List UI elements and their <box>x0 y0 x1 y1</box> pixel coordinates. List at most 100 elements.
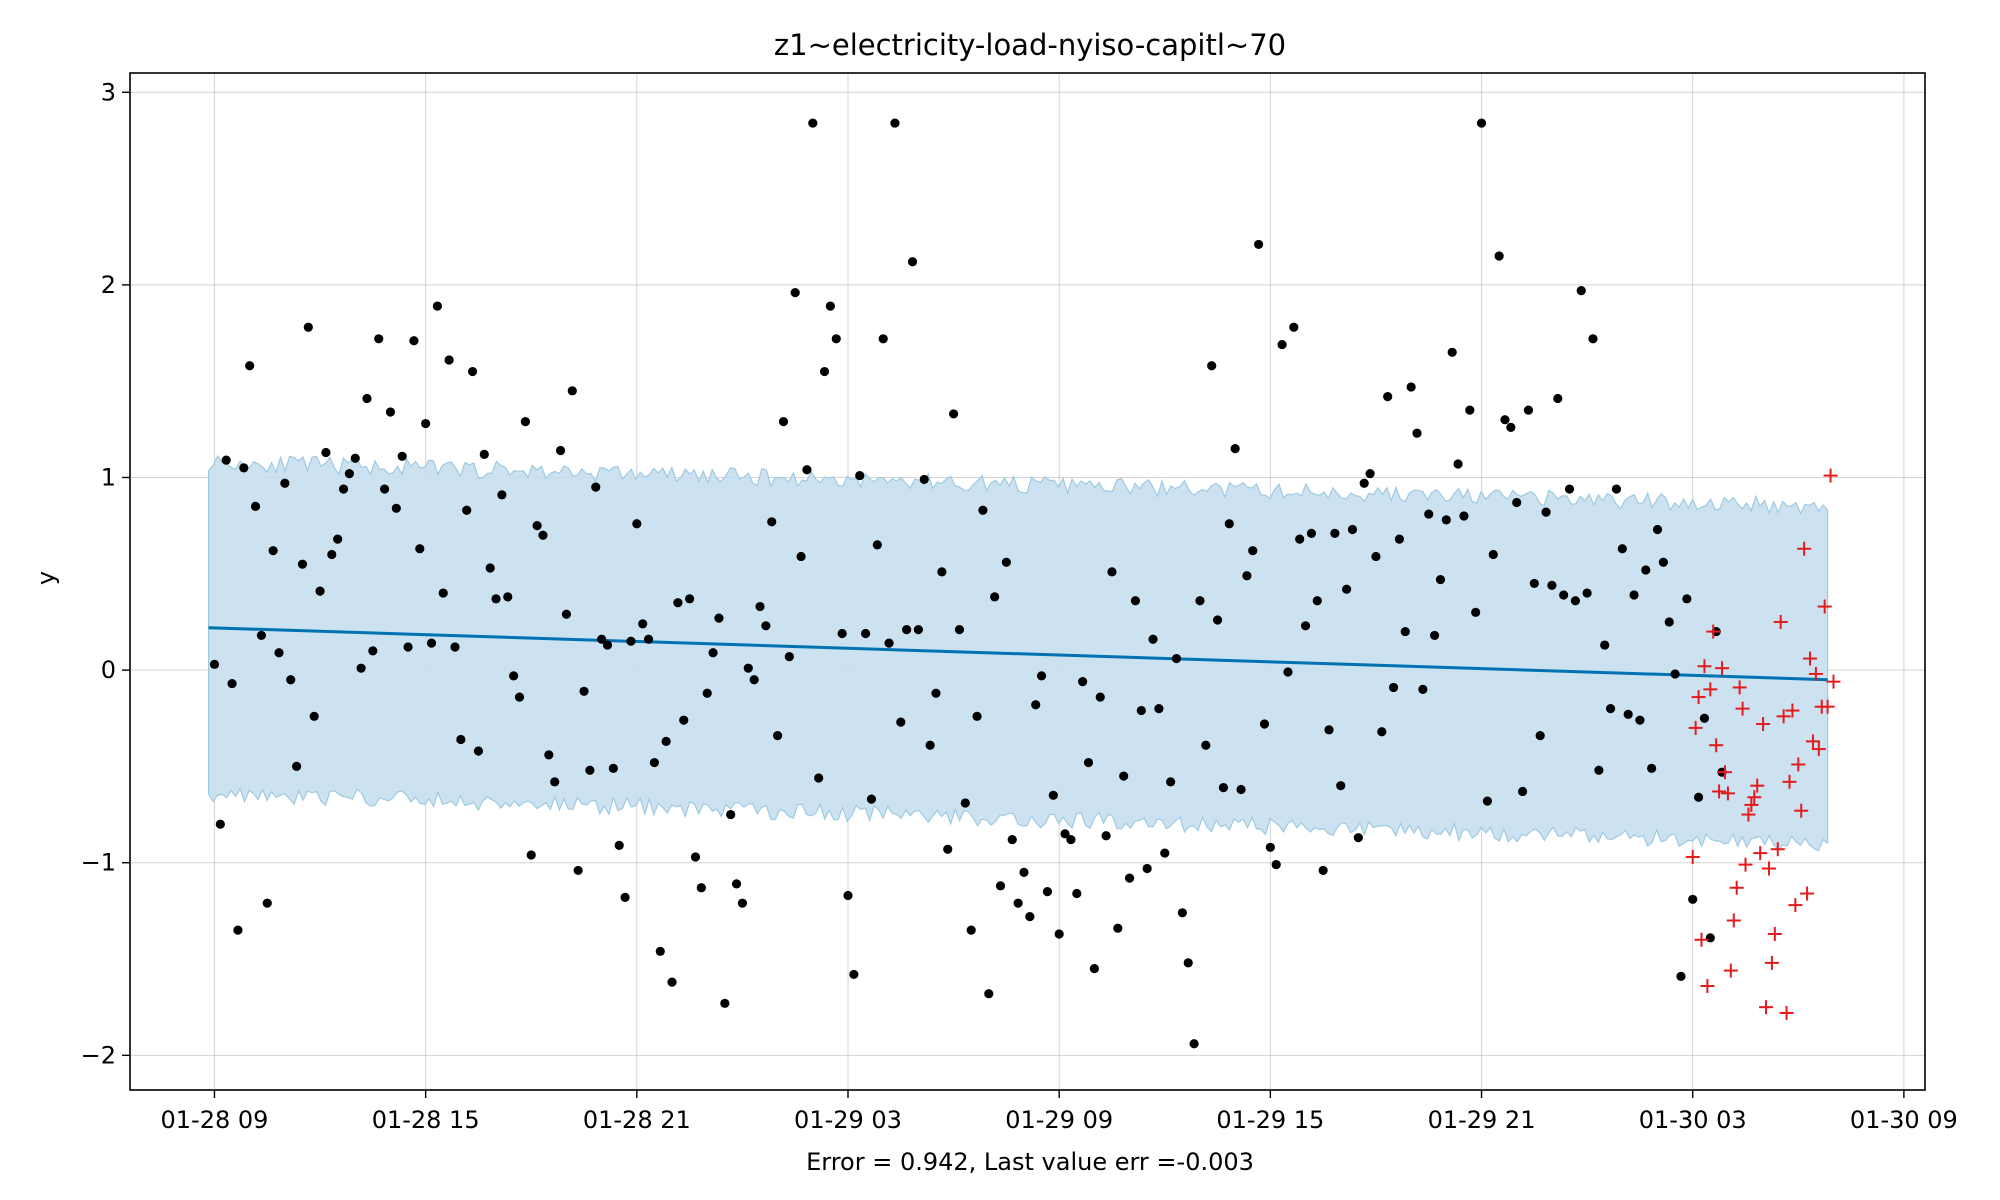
observed-point <box>473 746 484 756</box>
observed-point <box>432 301 442 311</box>
observed-point <box>1201 740 1211 750</box>
observed-point <box>1336 781 1346 791</box>
y-tick-label: 1 <box>101 463 116 491</box>
trend-line-segment <box>208 626 1828 682</box>
observed-point <box>321 447 331 458</box>
forecast-point <box>1773 614 1788 629</box>
observed-point <box>602 640 613 650</box>
observed-point <box>1559 590 1569 600</box>
forecast-point <box>1782 774 1797 789</box>
observed-point <box>1635 715 1645 725</box>
grid-lines <box>130 73 1925 1090</box>
x-axis-label: Error = 0.942, Last value err =-0.003 <box>806 1148 1254 1176</box>
observed-point <box>1306 528 1317 538</box>
band-lower-edge <box>208 787 1829 852</box>
observed-point <box>884 638 894 648</box>
observed-point <box>444 355 454 365</box>
x-axis-ticks: 01-28 09 01-28 15 01-28 21 01-29 03 01-29 09… <box>161 1090 1958 1134</box>
observed-point <box>661 736 671 746</box>
x-tick-label: 01-29 03 <box>794 1106 902 1134</box>
observed-point <box>356 663 366 673</box>
observed-point <box>1195 596 1205 606</box>
observed-point <box>368 646 378 656</box>
observed-point <box>1212 615 1223 625</box>
observed-point <box>1148 634 1158 644</box>
observed-point <box>831 334 841 344</box>
x-tick-label: 01-28 09 <box>161 1106 269 1134</box>
observed-point <box>1347 524 1358 535</box>
observed-point <box>984 989 994 999</box>
observed-point <box>720 998 730 1008</box>
observed-point <box>731 879 742 889</box>
observed-point <box>1594 765 1604 775</box>
observed-point <box>1007 835 1017 845</box>
observed-point <box>1025 912 1035 922</box>
observed-point <box>350 453 360 463</box>
forecast-point <box>1800 886 1815 901</box>
observed-point <box>391 503 401 513</box>
observed-point <box>702 688 712 698</box>
y-tick-label: −1 <box>81 849 116 877</box>
observed-point <box>954 625 965 635</box>
trend-line <box>208 626 1828 682</box>
observed-point <box>532 521 542 531</box>
observed-point <box>1124 873 1135 883</box>
x-tick-label: 01-30 03 <box>1639 1106 1747 1134</box>
forecast-point <box>1735 701 1750 716</box>
observed-point <box>245 361 255 371</box>
observed-point <box>1388 682 1399 693</box>
observed-point <box>268 546 278 556</box>
observed-point <box>1031 700 1041 710</box>
observed-point <box>679 715 689 725</box>
observed-point <box>708 648 718 658</box>
observed-point <box>262 898 272 908</box>
forecast-point <box>1715 661 1730 676</box>
observed-point <box>643 634 654 644</box>
forecast-point <box>1761 861 1776 876</box>
observed-point <box>808 118 818 128</box>
observed-point <box>1001 557 1011 567</box>
observed-point <box>626 636 636 646</box>
observed-point <box>1459 511 1469 521</box>
observed-point <box>1647 763 1657 773</box>
observed-point <box>1564 484 1575 494</box>
forecast-point <box>1794 803 1809 818</box>
observed-point <box>1670 669 1680 679</box>
observed-point <box>1418 684 1428 694</box>
observed-point <box>597 634 607 644</box>
observed-point <box>1512 497 1522 508</box>
forecast-point <box>1803 651 1818 666</box>
observed-point <box>1330 528 1340 538</box>
observed-point <box>1207 361 1217 371</box>
observed-point <box>749 675 759 685</box>
observed-point <box>1066 835 1076 845</box>
observed-point <box>1400 626 1410 637</box>
observed-point <box>907 257 918 267</box>
observed-point <box>1541 507 1551 517</box>
observed-point <box>526 850 536 860</box>
observed-point <box>1600 640 1610 650</box>
forecast-point <box>1805 734 1820 749</box>
forecast-point <box>1688 720 1703 735</box>
observed-point <box>890 118 900 128</box>
observed-point <box>544 750 554 760</box>
observed-point <box>1353 833 1363 843</box>
observed-point <box>1412 428 1422 438</box>
observed-point <box>1136 705 1146 716</box>
observed-point <box>860 628 871 639</box>
plot-frame <box>129 72 1926 1091</box>
observed-point <box>1089 964 1099 974</box>
observed-point <box>919 474 929 485</box>
observed-point <box>438 588 448 598</box>
observed-point <box>1699 713 1710 723</box>
observed-point <box>1682 594 1692 604</box>
observed-point <box>538 530 548 540</box>
observed-point <box>1517 786 1528 797</box>
y-tick-label: −2 <box>81 1041 116 1069</box>
forecast-point <box>1770 842 1785 857</box>
observed-point <box>1465 405 1475 415</box>
forecast-point <box>1738 857 1753 872</box>
observed-point <box>1547 580 1557 590</box>
observed-point <box>814 773 824 783</box>
observed-point <box>338 484 349 494</box>
